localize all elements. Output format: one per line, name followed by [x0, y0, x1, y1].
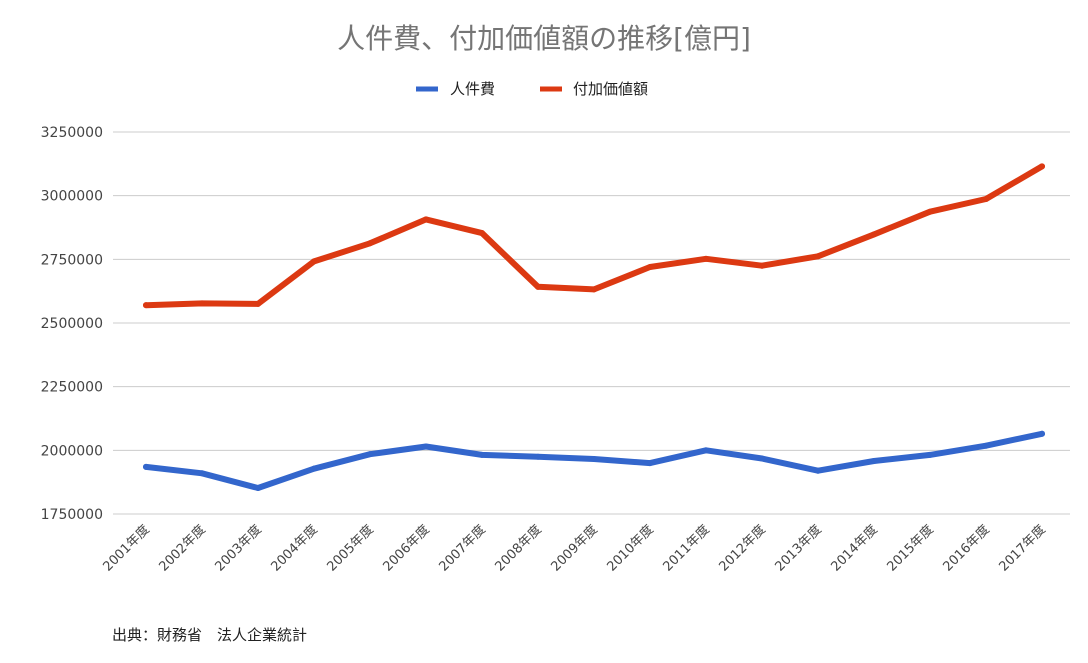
data-point — [311, 465, 317, 472]
x-tick-label: 2012年度 — [716, 522, 769, 575]
data-point — [871, 458, 877, 465]
x-tick-label: 2007年度 — [436, 522, 489, 575]
data-point — [367, 240, 373, 247]
x-tick-label: 2016年度 — [940, 522, 993, 575]
data-point — [535, 453, 541, 460]
chart-title: 人件費、付加価値額の推移[億円] — [337, 22, 751, 55]
x-tick-label: 2017年度 — [996, 522, 1049, 575]
data-point — [759, 262, 765, 269]
x-tick-label: 2001年度 — [100, 522, 153, 575]
y-tick-label: 3000000 — [41, 189, 103, 205]
x-axis: 2001年度 2002年度 2003年度 2004年度 2005年度 2006年度 2007… — [100, 522, 1049, 575]
data-point — [199, 300, 205, 307]
data-point — [983, 442, 989, 449]
series-line-1 — [143, 163, 1045, 309]
x-tick-label: 2003年度 — [212, 522, 265, 575]
data-point — [423, 216, 429, 223]
data-point — [311, 258, 317, 265]
data-point — [591, 455, 597, 462]
data-point — [479, 230, 485, 237]
y-axis: 1750000 2000000 2250000 2500000 2750000 30000… — [41, 125, 103, 523]
data-point — [871, 231, 877, 238]
data-point — [591, 286, 597, 293]
x-tick-label: 2010年度 — [604, 522, 657, 575]
x-tick-label: 2005年度 — [324, 522, 377, 575]
data-point — [815, 467, 821, 474]
y-tick-label: 3250000 — [41, 125, 103, 141]
data-point — [1039, 430, 1045, 437]
data-point — [199, 470, 205, 477]
source-note: 出典：財務省 法人企業統計 — [112, 626, 307, 644]
x-tick-label: 2009年度 — [548, 522, 601, 575]
data-point — [703, 447, 709, 454]
x-tick-label: 2014年度 — [828, 522, 881, 575]
x-tick-label: 2008年度 — [492, 522, 545, 575]
data-point — [255, 485, 261, 492]
data-point — [927, 208, 933, 215]
legend-label: 人件費 — [450, 80, 495, 98]
data-point — [535, 283, 541, 290]
data-point — [367, 451, 373, 458]
data-point — [255, 300, 261, 307]
y-tick-label: 1750000 — [41, 507, 103, 523]
data-point — [143, 463, 149, 470]
x-tick-label: 2015年度 — [884, 522, 937, 575]
data-point — [815, 253, 821, 260]
x-tick-label: 2002年度 — [156, 522, 209, 575]
data-point — [703, 255, 709, 262]
data-point — [479, 451, 485, 458]
grid — [113, 131, 1070, 515]
y-tick-label: 2000000 — [41, 443, 103, 459]
data-point — [1039, 163, 1045, 170]
y-tick-label: 2250000 — [41, 380, 103, 396]
x-tick-label: 2004年度 — [268, 522, 321, 575]
series-group — [143, 163, 1045, 492]
data-point — [759, 455, 765, 462]
data-point — [647, 263, 653, 270]
y-tick-label: 2500000 — [41, 316, 103, 332]
x-tick-label: 2011年度 — [660, 522, 713, 575]
data-point — [143, 302, 149, 309]
x-tick-label: 2006年度 — [380, 522, 433, 575]
x-tick-label: 2013年度 — [772, 522, 825, 575]
legend-label: 付加価値額 — [573, 80, 648, 98]
data-point — [647, 460, 653, 467]
y-tick-label: 2750000 — [41, 252, 103, 268]
legend: 人件費 付加価値額 — [416, 80, 648, 98]
data-point — [423, 443, 429, 450]
data-point — [983, 195, 989, 202]
data-point — [927, 451, 933, 458]
